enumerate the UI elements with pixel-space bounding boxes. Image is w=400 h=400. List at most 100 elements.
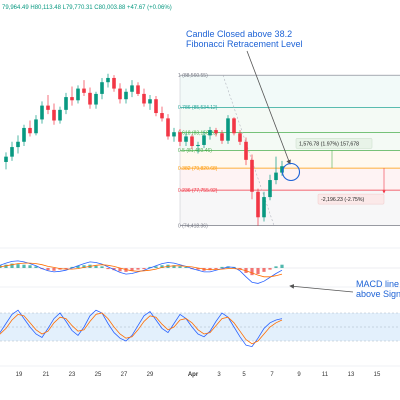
x-tick-label: 5 xyxy=(242,372,246,378)
macd-histogram-bar xyxy=(130,268,134,271)
candle-body xyxy=(232,118,236,134)
macd-histogram-bar xyxy=(196,268,200,270)
fib-zone-0-786 xyxy=(180,75,400,108)
macd-histogram-bar xyxy=(76,265,80,268)
macd-histogram-bar xyxy=(70,266,74,268)
candle-body xyxy=(58,109,62,121)
candle-body xyxy=(16,141,20,148)
fibonacci-retracement[interactable]: 1 (88,560.55) 0.786 (85,534.12) 0.618 (83,… xyxy=(178,73,400,229)
macd-histogram-bar xyxy=(112,268,116,271)
macd-histogram-bar xyxy=(10,263,14,268)
macd-note-line2: above Sign xyxy=(356,289,400,299)
ohlc-readout: 79,964.49 H80,113.48 L79,770.31 C80,003.… xyxy=(2,5,172,11)
candle-body xyxy=(64,97,68,110)
fib-label-0-618: 0.618 (83,158.23) xyxy=(178,130,218,136)
candle-body xyxy=(184,136,188,142)
candle-note-line2: Fibonacci Retracement Level xyxy=(186,39,303,49)
candle-body xyxy=(262,197,266,218)
candle-body xyxy=(238,133,242,142)
x-tick-label: 21 xyxy=(43,372,50,378)
candle-body xyxy=(34,119,38,134)
candle-body xyxy=(136,85,140,94)
candle-body xyxy=(202,135,206,145)
candle-body xyxy=(244,141,248,160)
macd-histogram-bar xyxy=(160,265,164,268)
candle-body xyxy=(142,93,146,104)
candle-body xyxy=(106,77,110,83)
candle-body xyxy=(130,85,134,92)
rsi-line-d xyxy=(0,312,283,345)
x-tick-label: 3 xyxy=(217,372,221,378)
candle-body xyxy=(82,88,86,93)
measure-down-box xyxy=(317,193,385,205)
candle-body xyxy=(250,159,254,192)
macd-histogram-bar xyxy=(64,268,68,270)
candle-note-arrow xyxy=(246,50,291,165)
candle-body xyxy=(88,92,92,105)
macd-note-arrow xyxy=(289,283,354,293)
price-candles xyxy=(4,73,284,226)
fib-label-0-786: 0.786 (85,534.12) xyxy=(178,105,218,111)
candle-body xyxy=(100,82,104,94)
candle-body xyxy=(280,166,284,173)
candle-body xyxy=(190,136,194,147)
highlight-circle xyxy=(281,162,301,182)
macd-histogram-bar xyxy=(220,266,224,268)
candle-body xyxy=(4,156,8,162)
candle-body xyxy=(268,180,272,198)
macd-histogram-bar xyxy=(100,266,104,268)
macd-line xyxy=(0,260,283,284)
candle-body xyxy=(172,132,176,137)
candle-body xyxy=(52,109,56,121)
macd-histogram-bar xyxy=(262,268,266,272)
macd-note-line1: MACD line xyxy=(356,279,399,289)
x-tick-label: 27 xyxy=(121,372,128,378)
candle-body xyxy=(124,91,128,100)
x-tick-label: 7 xyxy=(270,372,274,378)
macd-histogram-bar xyxy=(172,265,176,268)
macd-histogram-bar xyxy=(142,268,146,270)
fib-label-0-236: 0.236 (77,755.92) xyxy=(178,188,218,194)
candle-body xyxy=(160,113,164,119)
fib-zone-0-618 xyxy=(180,107,400,133)
measure-up-box xyxy=(295,138,373,149)
candle-body xyxy=(76,88,80,101)
macd-histogram-bar xyxy=(4,264,8,268)
fib-label-1: 1 (88,560.55) xyxy=(178,73,208,79)
macd-panel xyxy=(0,260,400,284)
macd-histogram-bar xyxy=(184,266,188,268)
macd-histogram-bar xyxy=(94,265,98,268)
candle-body xyxy=(94,93,98,105)
fib-label-0-382: 0.382 (79,820.68) xyxy=(178,166,218,172)
candle-body xyxy=(148,99,152,104)
x-tick-label: 19 xyxy=(16,372,23,378)
rsi-panel xyxy=(0,309,400,348)
candle-body xyxy=(214,130,218,134)
candle-body xyxy=(40,105,44,120)
fib-zone-0-236 xyxy=(180,168,400,191)
macd-histogram-bar xyxy=(256,268,260,275)
x-tick-label: 29 xyxy=(147,372,154,378)
x-tick-label: 11 xyxy=(322,372,329,378)
candle-body xyxy=(10,147,14,157)
x-tick-label: 9 xyxy=(297,372,301,378)
macd-histogram-bar xyxy=(208,268,212,271)
macd-histogram-bar xyxy=(34,266,38,268)
macd-histogram-bar xyxy=(268,268,272,270)
x-tick-label: 23 xyxy=(69,372,76,378)
candle-body xyxy=(28,127,32,134)
fib-label-0: 0 (74,418.36) xyxy=(178,223,208,229)
measure-down-tool[interactable]: -2,196.23 (-2.75%) xyxy=(317,168,386,205)
candle-body xyxy=(256,191,260,218)
measure-up-tool[interactable]: 1,576.78 (1.97%) 157,678 xyxy=(295,138,373,169)
macd-histogram-bar xyxy=(136,268,140,270)
fib-zone-0-382 xyxy=(180,150,400,169)
candle-note-line1: Candle Closed above 38.2 xyxy=(186,29,292,39)
candle-body xyxy=(22,127,26,142)
macd-histogram-bar xyxy=(214,268,218,270)
candle-body xyxy=(220,133,224,141)
candle-body xyxy=(166,118,170,137)
macd-histogram-bar xyxy=(274,266,278,268)
